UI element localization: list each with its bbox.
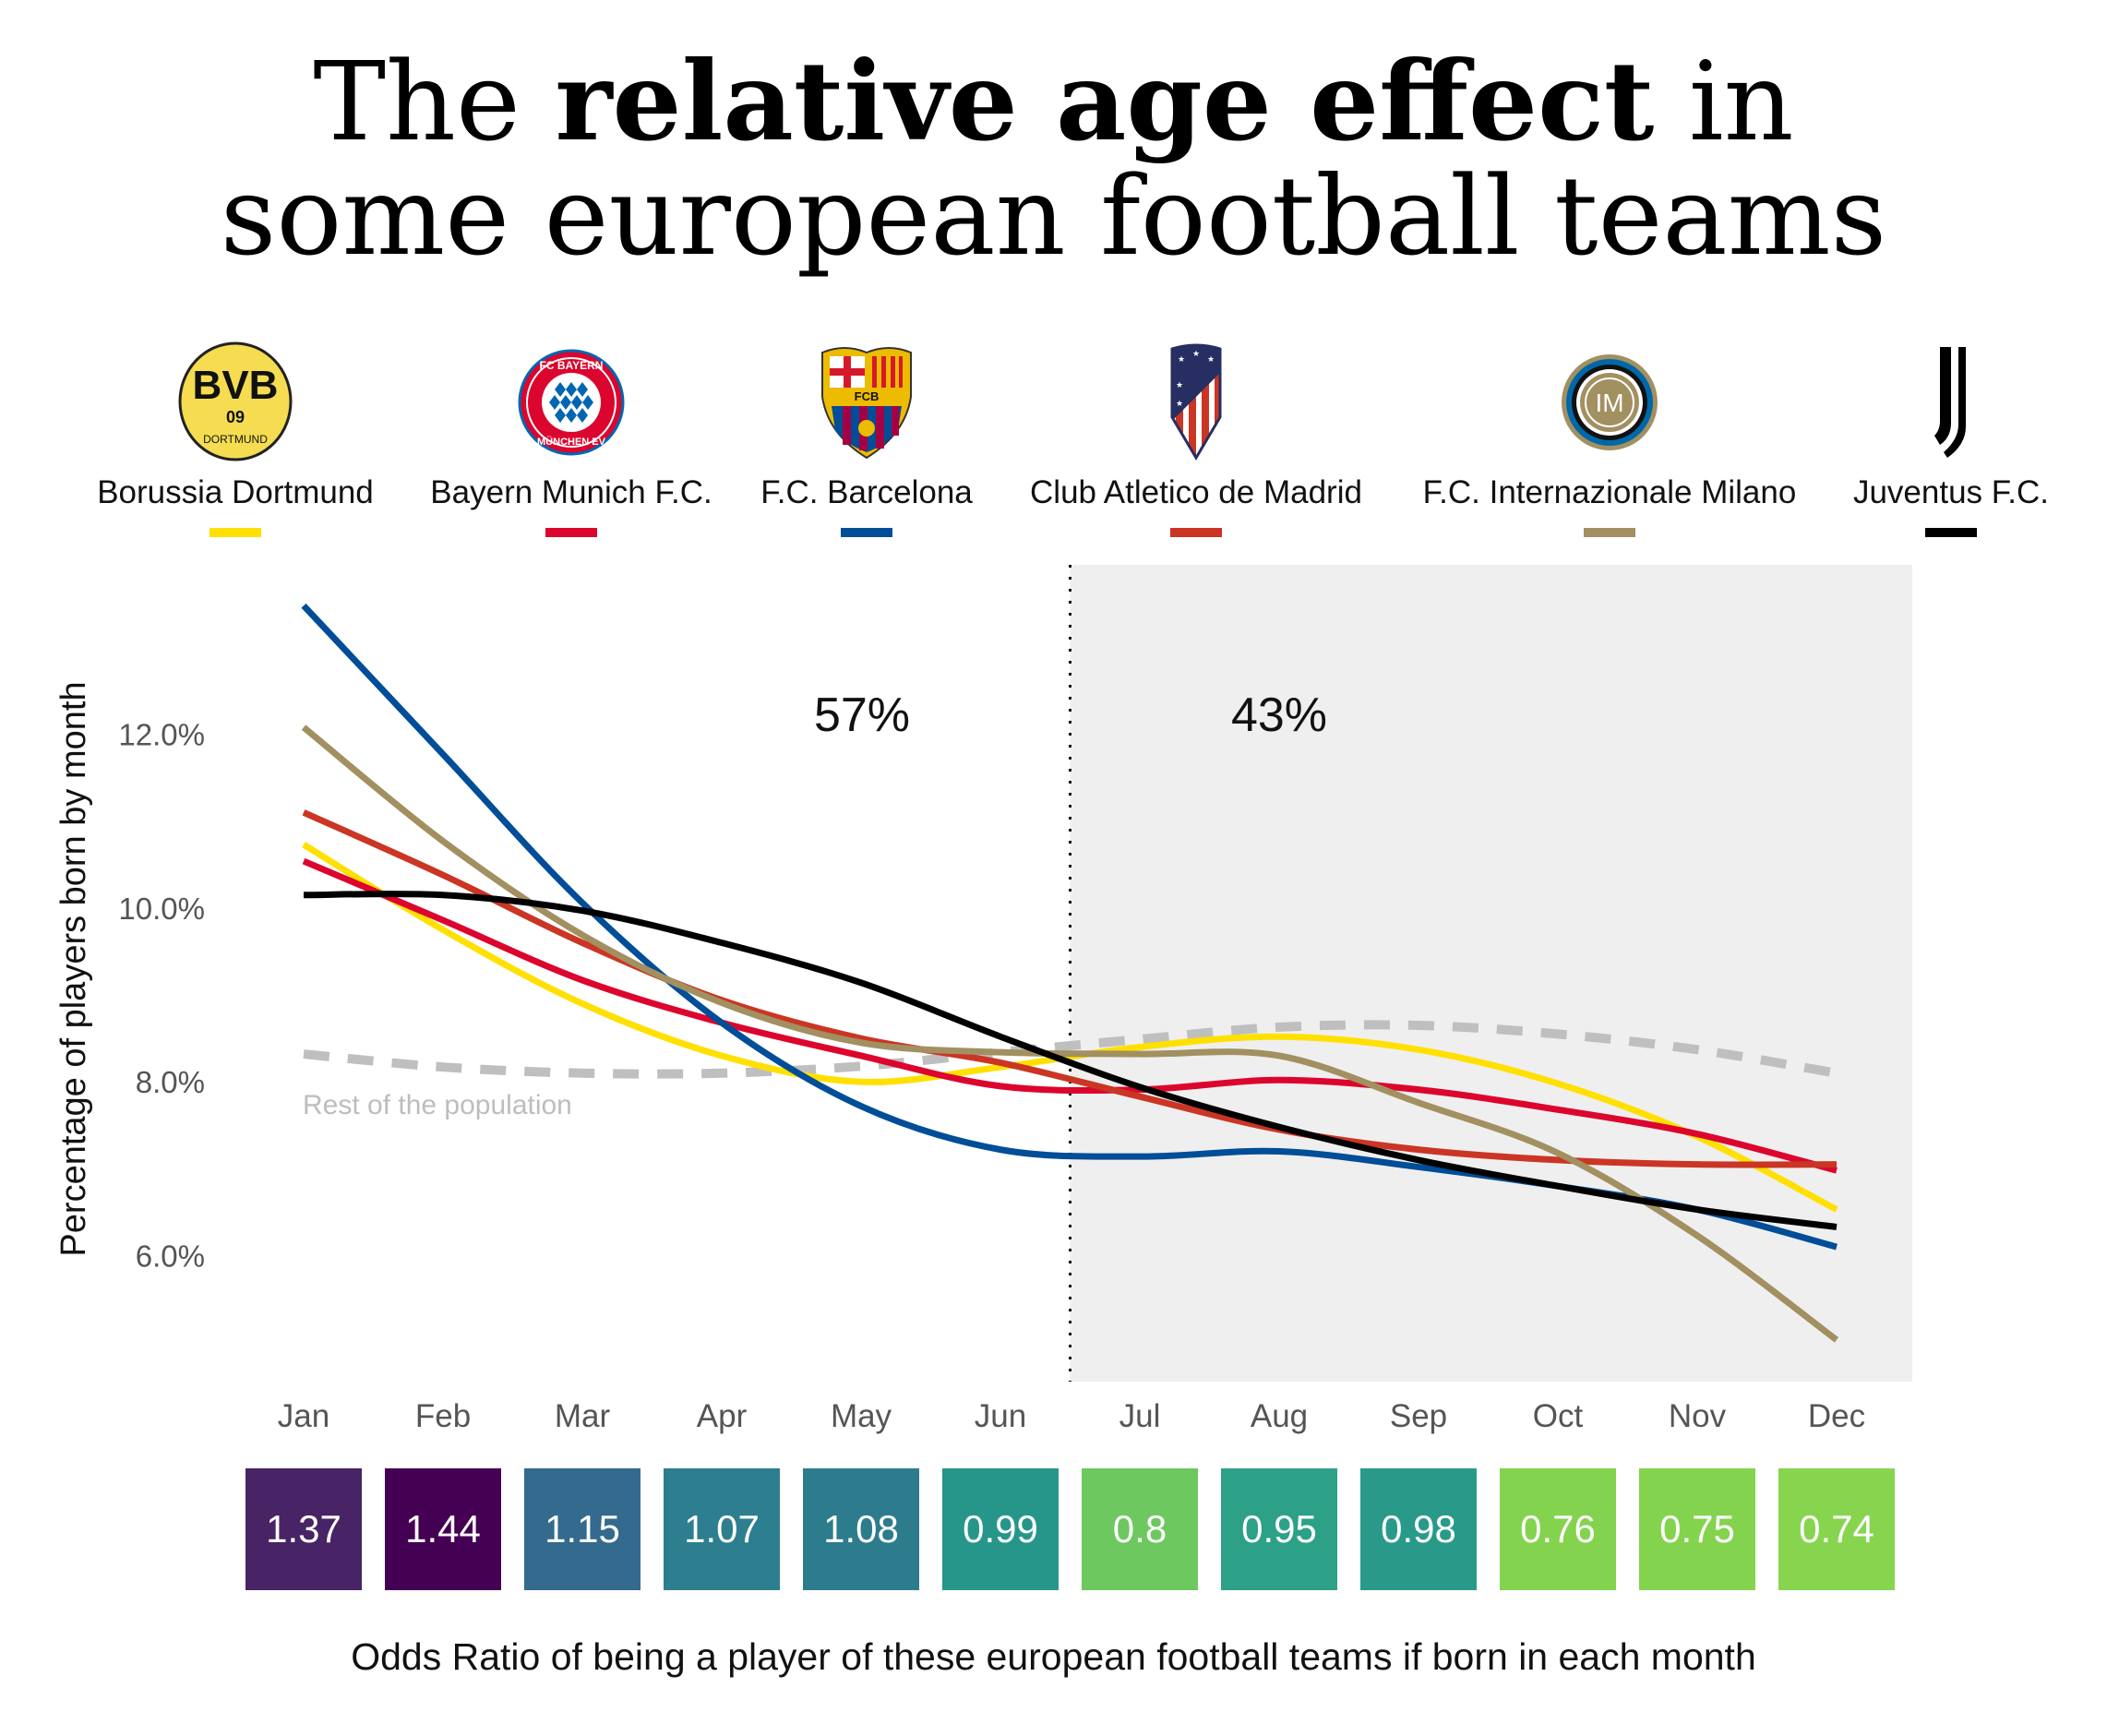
svg-text:09: 09 [226, 408, 245, 426]
legend-item-barcelona: FCB F.C. Barcelona [654, 341, 1079, 537]
x-tick-label: Jun [975, 1398, 1026, 1434]
legend-swatch [1170, 528, 1222, 537]
legend-swatch [1584, 528, 1635, 537]
x-tick-label: May [831, 1398, 892, 1434]
second-half-share-label: 43% [1231, 688, 1327, 742]
legend-swatch [1925, 528, 1977, 537]
x-tick-label: Dec [1808, 1398, 1865, 1434]
odds-ratio-box: 0.98 [1360, 1468, 1477, 1590]
bvb-crest-icon: BVB 09 DORTMUND [178, 341, 293, 461]
y-axis-label: Percentage of players born by month [54, 681, 93, 1256]
second-half-shaded-region [1070, 565, 1912, 1382]
legend-item-atletico: ★ ★ ★ ★ ★ Club Atletico de Madrid [984, 341, 1408, 537]
title-bold-text: relative age effect [555, 37, 1655, 165]
series-line-f-c-internazionale-milano [301, 724, 1839, 1343]
legend-item-juventus: Juventus F.C. [1739, 341, 2107, 537]
x-tick-label: Feb [415, 1398, 471, 1434]
chart-title-line-1: The relative age effect in [0, 44, 2107, 160]
x-tick-label: Apr [697, 1398, 748, 1434]
legend-label: F.C. Barcelona [760, 474, 973, 510]
svg-text:FCB: FCB [855, 389, 880, 403]
x-tick-label: Nov [1669, 1398, 1727, 1434]
svg-text:BVB: BVB [193, 363, 279, 408]
title-text: in [1654, 38, 1794, 165]
legend-label: Bayern Munich F.C. [430, 474, 712, 510]
svg-text:FC BAYERN: FC BAYERN [540, 359, 604, 372]
odds-ratio-box: 0.99 [942, 1468, 1059, 1590]
x-tick-label: Oct [1533, 1398, 1584, 1434]
y-tick-label: 10.0% [118, 892, 205, 926]
x-tick-label: Mar [555, 1398, 611, 1434]
legend-label: F.C. Internazionale Milano [1422, 474, 1797, 510]
series-line-rest-of-the-population [303, 1020, 1838, 1079]
svg-text:DORTMUND: DORTMUND [203, 433, 268, 446]
svg-text:MÜNCHEN EV: MÜNCHEN EV [537, 436, 606, 448]
rest-of-population-label: Rest of the population [303, 1090, 572, 1120]
inter-crest-icon: IM [1562, 354, 1658, 450]
x-tick-label: Sep [1390, 1398, 1447, 1434]
legend-swatch [841, 528, 892, 537]
svg-text:★: ★ [1176, 380, 1183, 389]
title-text: The [313, 38, 556, 165]
x-tick-label: Aug [1251, 1398, 1308, 1434]
y-tick-label: 12.0% [118, 718, 205, 752]
fc-bayern-crest-icon: FC BAYERN MÜNCHEN EV [518, 349, 625, 456]
chart-title-line-2: some european football teams [220, 152, 1887, 280]
series-line-juventus-f-c- [303, 891, 1838, 1230]
fcb-crest-icon: FCB [821, 347, 912, 460]
odds-ratio-box: 1.08 [803, 1468, 919, 1590]
series-line-bayern-munich-f-c- [302, 857, 1838, 1174]
legend-item-dortmund: BVB 09 DORTMUND Borussia Dortmund [23, 341, 448, 537]
y-tick-label: 6.0% [136, 1239, 205, 1273]
svg-text:★: ★ [1192, 349, 1200, 358]
svg-text:★: ★ [1178, 354, 1185, 364]
legend-swatch [210, 528, 261, 537]
first-half-share-label: 57% [814, 688, 910, 742]
odds-ratio-box: 0.8 [1082, 1468, 1198, 1590]
x-tick-label: Jan [278, 1398, 329, 1434]
odds-ratio-caption: Odds Ratio of being a player of these eu… [351, 1635, 1756, 1678]
odds-ratio-box: 1.44 [385, 1468, 501, 1590]
x-tick-label: Jul [1119, 1398, 1161, 1434]
odds-ratio-box: 0.75 [1639, 1468, 1755, 1590]
odds-ratio-box: 0.76 [1500, 1468, 1616, 1590]
svg-text:★: ★ [1176, 399, 1183, 408]
odds-ratio-box: 0.95 [1221, 1468, 1337, 1590]
legend-item-inter: IM F.C. Internazionale Milano [1397, 341, 1822, 537]
legend-swatch [545, 528, 597, 537]
legend-item-bayern: FC BAYERN MÜNCHEN EV Bayern Munich F.C. [359, 341, 784, 537]
y-tick-label: 8.0% [136, 1065, 205, 1099]
svg-text:IM: IM [1595, 389, 1623, 417]
legend-label: Juventus F.C. [1852, 474, 2050, 510]
odds-ratio-box: 1.07 [664, 1468, 780, 1590]
odds-ratio-box: 0.74 [1778, 1468, 1895, 1590]
atletico-crest-icon: ★ ★ ★ ★ ★ [1170, 343, 1222, 461]
odds-ratio-box: 1.15 [524, 1468, 640, 1590]
odds-ratio-box: 1.37 [245, 1468, 362, 1590]
juventus-crest-icon [1934, 347, 1966, 458]
svg-text:★: ★ [1207, 354, 1215, 364]
legend-label: Club Atletico de Madrid [1030, 474, 1362, 510]
legend-label: Borussia Dortmund [97, 474, 374, 510]
